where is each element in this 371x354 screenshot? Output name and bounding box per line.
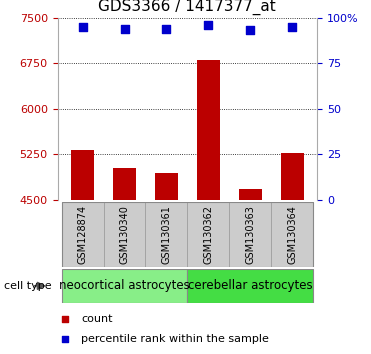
Bar <box>155 173 178 200</box>
Bar <box>197 60 220 200</box>
Point <box>289 24 295 30</box>
Text: GSM130363: GSM130363 <box>245 205 255 264</box>
Bar <box>239 189 262 200</box>
Text: cell type: cell type <box>4 281 51 291</box>
Text: GSM130361: GSM130361 <box>161 205 171 264</box>
Point <box>62 336 68 341</box>
Bar <box>187 202 229 267</box>
Point <box>80 24 86 30</box>
Text: GSM128874: GSM128874 <box>78 205 88 264</box>
Point <box>164 26 170 32</box>
Bar <box>113 169 136 200</box>
Text: percentile rank within the sample: percentile rank within the sample <box>81 333 269 344</box>
Bar <box>62 269 187 303</box>
Bar <box>62 202 104 267</box>
Text: GSM130364: GSM130364 <box>287 205 297 264</box>
Text: neocortical astrocytes: neocortical astrocytes <box>59 279 190 292</box>
Text: count: count <box>81 314 112 324</box>
Text: cerebellar astrocytes: cerebellar astrocytes <box>188 279 312 292</box>
Point <box>205 22 211 28</box>
Bar <box>145 202 187 267</box>
Text: GSM130340: GSM130340 <box>119 205 129 264</box>
Bar <box>280 153 303 200</box>
Bar <box>271 202 313 267</box>
Bar <box>71 150 94 200</box>
Bar <box>229 202 271 267</box>
Text: GSM130362: GSM130362 <box>203 205 213 264</box>
Point <box>122 26 128 32</box>
Title: GDS3366 / 1417377_at: GDS3366 / 1417377_at <box>98 0 276 15</box>
Bar <box>187 269 313 303</box>
Point <box>247 28 253 33</box>
Point <box>62 316 68 321</box>
Bar <box>104 202 145 267</box>
